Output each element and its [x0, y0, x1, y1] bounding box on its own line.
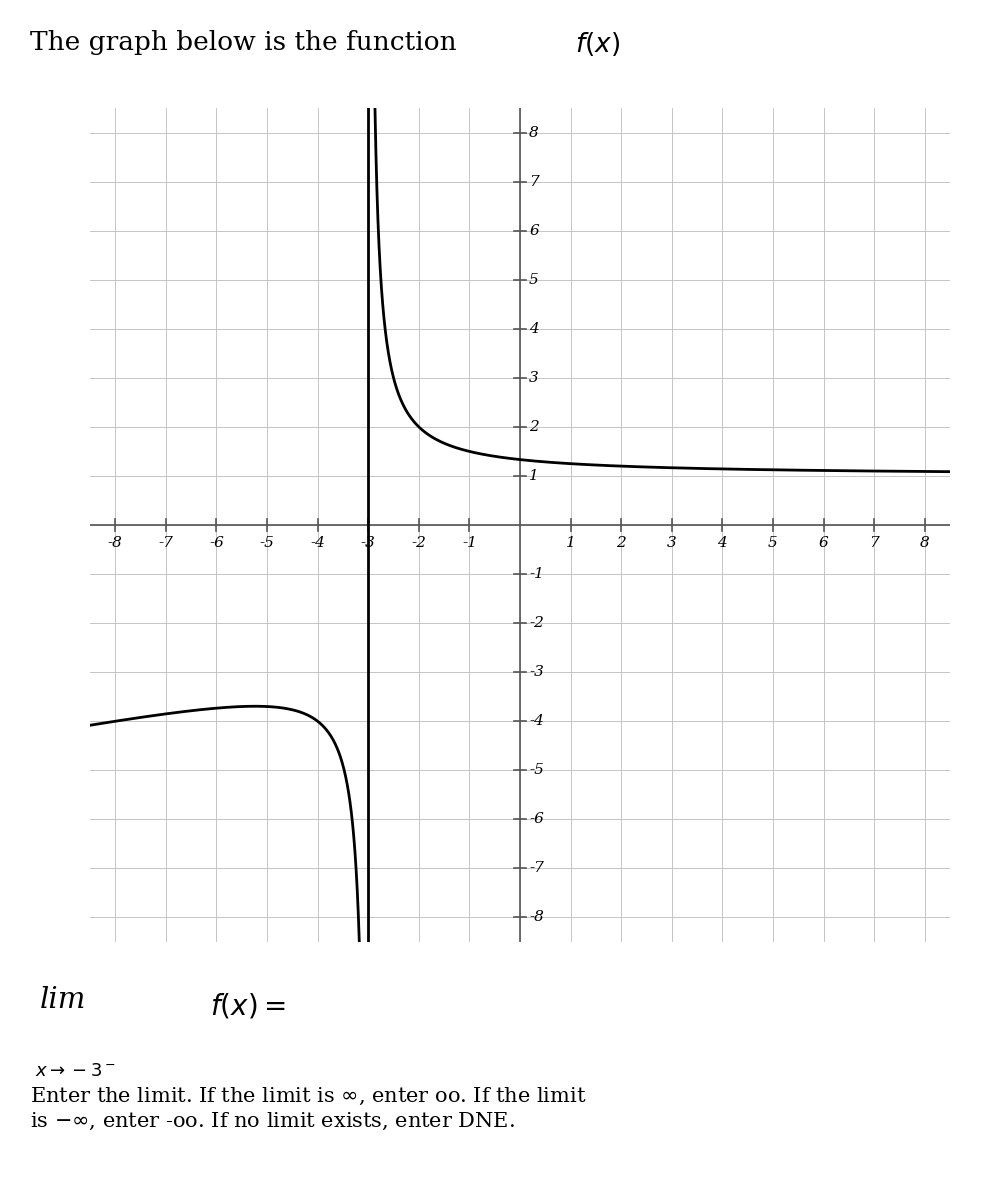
Text: -2: -2 — [411, 535, 426, 550]
Text: -7: -7 — [158, 535, 173, 550]
Text: -1: -1 — [462, 535, 477, 550]
Text: -8: -8 — [529, 911, 544, 924]
Text: -7: -7 — [529, 862, 544, 876]
Text: 4: 4 — [717, 535, 727, 550]
FancyBboxPatch shape — [363, 994, 957, 1064]
Text: -3: -3 — [529, 665, 544, 679]
Text: 6: 6 — [529, 223, 539, 238]
Text: $x \to -3^-$: $x \to -3^-$ — [35, 1062, 116, 1080]
Text: -4: -4 — [529, 714, 544, 728]
Text: 3: 3 — [667, 535, 677, 550]
Text: 1: 1 — [529, 469, 539, 482]
Text: 6: 6 — [819, 535, 828, 550]
Text: $f(x) =$: $f(x) =$ — [210, 991, 286, 1020]
Text: 1: 1 — [566, 535, 575, 550]
Text: 5: 5 — [529, 272, 539, 287]
Text: lim: lim — [40, 986, 86, 1014]
Text: $f(x)$: $f(x)$ — [575, 30, 620, 58]
Text: -5: -5 — [260, 535, 274, 550]
Text: 5: 5 — [768, 535, 778, 550]
Text: 2: 2 — [616, 535, 626, 550]
Text: -6: -6 — [209, 535, 224, 550]
Text: -3: -3 — [361, 535, 376, 550]
Text: -5: -5 — [529, 763, 544, 778]
Text: 7: 7 — [869, 535, 879, 550]
Text: 8: 8 — [529, 126, 539, 139]
Text: -2: -2 — [529, 616, 544, 630]
Text: 4: 4 — [529, 322, 539, 336]
Text: 7: 7 — [529, 174, 539, 188]
Text: -4: -4 — [310, 535, 325, 550]
Text: -8: -8 — [108, 535, 123, 550]
Text: The graph below is the function: The graph below is the function — [30, 30, 465, 55]
Text: -1: -1 — [529, 568, 544, 581]
Text: 8: 8 — [920, 535, 930, 550]
Text: Enter the limit. If the limit is $\infty$, enter oo. If the limit
is $-\infty$, : Enter the limit. If the limit is $\infty… — [30, 1086, 586, 1132]
Text: 3: 3 — [529, 371, 539, 385]
Text: -6: -6 — [529, 812, 544, 827]
Text: 2: 2 — [529, 420, 539, 434]
